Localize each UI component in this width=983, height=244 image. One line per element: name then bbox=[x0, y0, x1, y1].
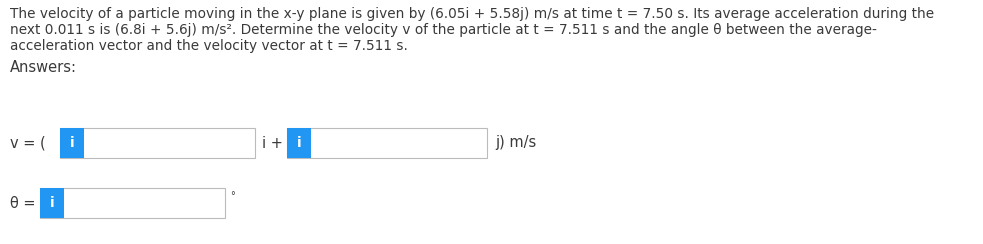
FancyBboxPatch shape bbox=[40, 188, 64, 218]
FancyBboxPatch shape bbox=[60, 128, 255, 158]
Text: The velocity of a particle moving in the x-y plane is given by (6.05i + 5.58j) m: The velocity of a particle moving in the… bbox=[10, 7, 934, 21]
FancyBboxPatch shape bbox=[40, 188, 225, 218]
Text: Answers:: Answers: bbox=[10, 60, 77, 75]
FancyBboxPatch shape bbox=[287, 128, 311, 158]
Text: °: ° bbox=[230, 191, 235, 201]
Text: acceleration vector and the velocity vector at t = 7.511 s.: acceleration vector and the velocity vec… bbox=[10, 39, 408, 53]
Text: i: i bbox=[50, 196, 54, 210]
Text: i: i bbox=[297, 136, 302, 150]
Text: θ =: θ = bbox=[10, 195, 35, 211]
Text: i +: i + bbox=[262, 135, 283, 151]
FancyBboxPatch shape bbox=[60, 128, 84, 158]
Text: j) m/s: j) m/s bbox=[495, 135, 537, 151]
Text: v = (: v = ( bbox=[10, 135, 46, 151]
FancyBboxPatch shape bbox=[287, 128, 487, 158]
Text: next 0.011 s is (6.8i + 5.6j) m/s². Determine the velocity v of the particle at : next 0.011 s is (6.8i + 5.6j) m/s². Dete… bbox=[10, 23, 877, 37]
Text: i: i bbox=[70, 136, 75, 150]
